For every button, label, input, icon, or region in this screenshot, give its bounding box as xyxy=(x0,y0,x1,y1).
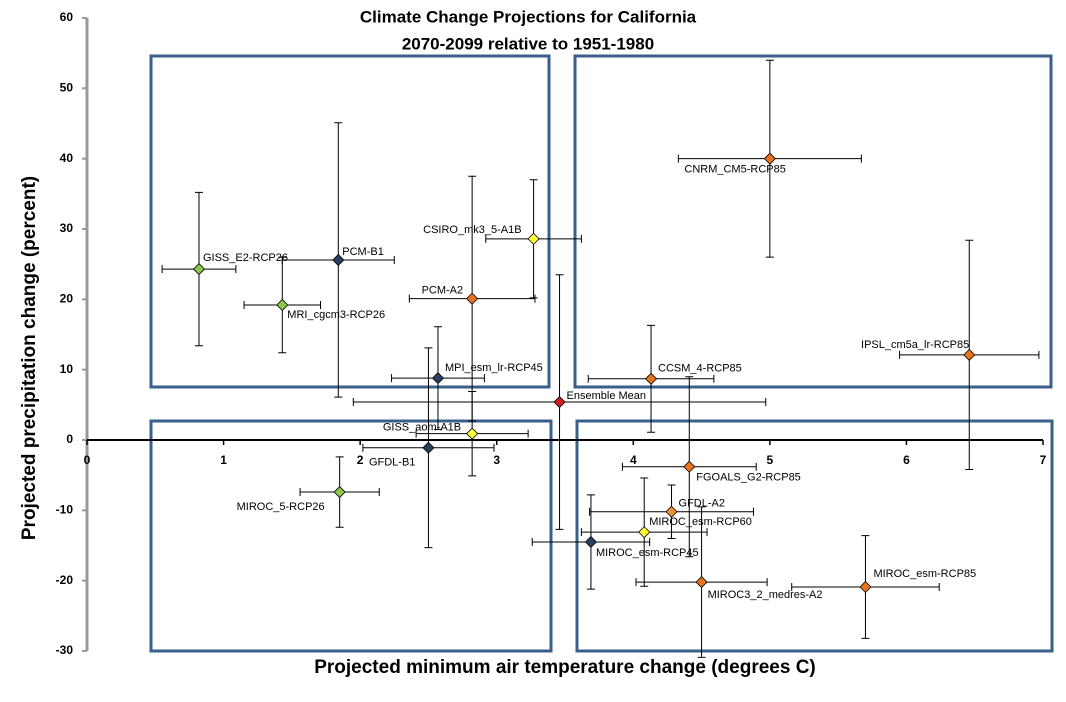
y-tick-label: 40 xyxy=(60,151,74,165)
y-tick-label: 30 xyxy=(60,221,74,235)
x-tick-label: 1 xyxy=(220,453,227,467)
point-label: GFDL-A2 xyxy=(679,498,725,510)
point-label: MIROC_esm-RCP60 xyxy=(649,516,752,528)
point xyxy=(466,427,479,440)
chart-subtitle: 2070-2099 relative to 1951-1980 xyxy=(402,34,654,53)
y-tick-label: 0 xyxy=(66,432,73,446)
point-label: GISS_aom-A1B xyxy=(383,422,461,434)
y-tick-label: 10 xyxy=(60,362,74,376)
point-label: Ensemble Mean xyxy=(567,390,647,402)
point xyxy=(638,526,651,539)
y-tick-label: 60 xyxy=(60,10,74,24)
point-label: IPSL_cm5a_lr-RCP85 xyxy=(861,339,969,351)
point-label: CNRM_CM5-RCP85 xyxy=(684,164,785,176)
chart-title: Climate Change Projections for Californi… xyxy=(360,7,697,26)
x-tick-label: 6 xyxy=(903,453,910,467)
point xyxy=(527,232,540,245)
point-label: MIROC3_2_medres-A2 xyxy=(708,589,823,601)
x-tick-label: 0 xyxy=(84,453,91,467)
point-label: PCM-B1 xyxy=(342,246,384,258)
point-label: GFDL-B1 xyxy=(369,457,415,469)
x-axis-title: Projected minimum air temperature change… xyxy=(314,657,816,678)
point xyxy=(422,441,435,454)
point xyxy=(859,580,872,594)
quadrant-boxes xyxy=(149,54,1054,653)
point-label: MIROC_esm-RCP45 xyxy=(596,547,699,559)
y-tick-label: -10 xyxy=(56,503,74,517)
quadrant-box xyxy=(149,54,551,389)
y-tick-label: 20 xyxy=(60,292,74,306)
point-label: PCM-A2 xyxy=(422,285,464,297)
point xyxy=(431,372,445,385)
point-label: CCSM_4-RCP85 xyxy=(658,363,742,375)
point xyxy=(695,576,708,589)
y-tick-label: -20 xyxy=(56,573,74,587)
point-label: FGOALS_G2-RCP85 xyxy=(696,472,801,484)
point xyxy=(276,298,289,312)
quadrant-box xyxy=(573,54,1053,389)
x-tick-label: 2 xyxy=(357,453,364,467)
quadrant-box xyxy=(575,419,1054,653)
point xyxy=(333,485,346,499)
x-tick-label: 3 xyxy=(493,453,500,467)
point xyxy=(584,535,598,549)
point xyxy=(192,263,206,276)
point xyxy=(332,253,345,267)
point-label: CSIRO_mk3_5-A1B xyxy=(423,224,521,236)
point-label: MPI_esm_lr-RCP45 xyxy=(445,362,543,374)
point-label: MIROC_5-RCP26 xyxy=(237,501,325,513)
point xyxy=(553,395,566,409)
x-tick-label: 7 xyxy=(1040,453,1047,467)
point-label: GISS_E2-RCP26 xyxy=(203,252,288,264)
point-label: MIROC_esm-RCP85 xyxy=(873,568,976,580)
y-tick-label: 50 xyxy=(60,81,74,95)
quadrant-box xyxy=(149,419,553,653)
point xyxy=(963,348,976,361)
point xyxy=(665,505,678,518)
y-axis-title: Projected precipitation change (percent) xyxy=(19,176,40,540)
y-tick-label: -30 xyxy=(56,643,74,657)
point xyxy=(763,152,776,165)
x-tick-label: 5 xyxy=(767,453,774,467)
point xyxy=(466,292,479,305)
point xyxy=(683,460,696,473)
point-label: MRI_cgcm3-RCP26 xyxy=(287,309,385,321)
x-tick-label: 4 xyxy=(630,453,637,467)
point xyxy=(644,372,658,385)
